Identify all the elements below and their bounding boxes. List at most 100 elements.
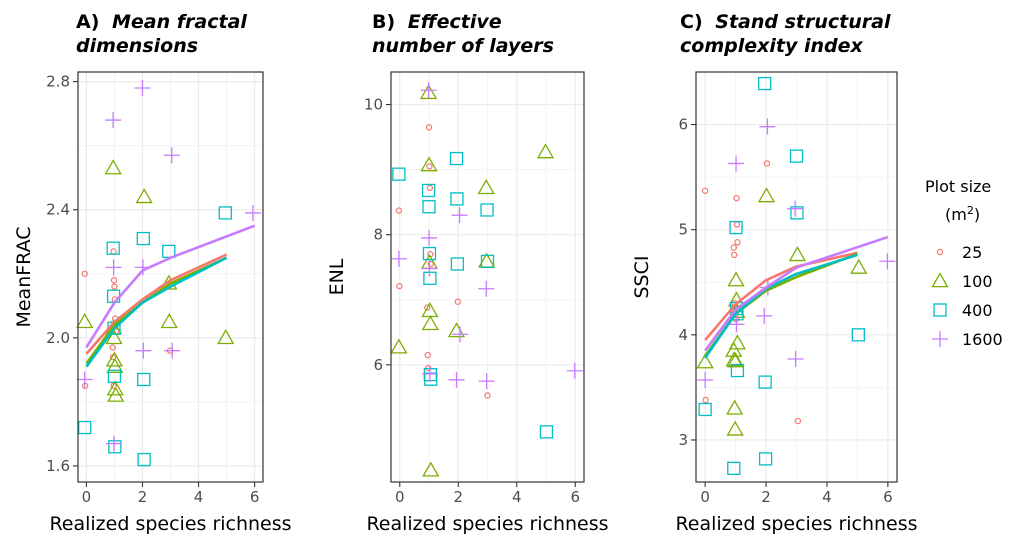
point-25 bbox=[426, 163, 433, 170]
point-1600 bbox=[787, 351, 804, 367]
point-400 bbox=[758, 452, 773, 466]
point-25 bbox=[484, 392, 491, 399]
legend-unit: (m2) bbox=[945, 204, 980, 224]
legend: Plot size (m2) 25 100 400 1600 bbox=[925, 177, 1003, 349]
point-400 bbox=[218, 206, 232, 220]
point-1600 bbox=[787, 200, 804, 217]
point-400 bbox=[392, 167, 406, 181]
point-400 bbox=[450, 257, 465, 271]
point-1600 bbox=[135, 342, 152, 359]
point-100 bbox=[727, 271, 745, 287]
point-25 bbox=[81, 270, 88, 277]
point-1600 bbox=[879, 253, 896, 270]
point-25 bbox=[733, 194, 740, 202]
x-tick-label: 4 bbox=[512, 488, 522, 506]
point-400 bbox=[106, 241, 120, 255]
y-tick-label: 6 bbox=[678, 116, 688, 134]
point-100 bbox=[726, 420, 744, 436]
panel-border bbox=[77, 71, 264, 483]
point-400 bbox=[137, 372, 151, 387]
legend-key-100 bbox=[931, 272, 949, 288]
point-1600 bbox=[478, 373, 495, 390]
fit-line-400 bbox=[704, 253, 858, 359]
point-100 bbox=[421, 315, 439, 331]
x-tick-label: 6 bbox=[883, 488, 893, 506]
point-25 bbox=[763, 160, 771, 167]
x-axis-label: Realized species richness bbox=[49, 513, 291, 535]
point-400 bbox=[851, 328, 865, 342]
panel-c-plot: 0 2 4 6 3 4 5 6 Realized species richness SSCI bbox=[631, 71, 918, 535]
panel-a-title: A) Mean fractal dimensions bbox=[76, 11, 254, 57]
point-1600 bbox=[756, 307, 773, 324]
point-25 bbox=[734, 239, 741, 246]
point-400 bbox=[480, 254, 495, 269]
point-1600 bbox=[478, 280, 495, 297]
y-axis-label: MeanFRAC bbox=[13, 226, 35, 327]
point-100 bbox=[725, 351, 743, 367]
point-1600 bbox=[105, 112, 122, 129]
point-400 bbox=[78, 420, 92, 435]
point-400 bbox=[539, 425, 554, 439]
point-400 bbox=[422, 246, 437, 261]
point-100 bbox=[757, 187, 776, 203]
point-1600 bbox=[163, 147, 180, 164]
point-100 bbox=[104, 159, 122, 175]
point-400 bbox=[421, 183, 436, 198]
point-100 bbox=[726, 399, 744, 415]
x-axis-label: Realized species richness bbox=[366, 513, 608, 535]
point-25 bbox=[110, 277, 118, 284]
y-tick-label: 5 bbox=[678, 221, 688, 239]
x-tick-label: 0 bbox=[700, 488, 710, 506]
point-25 bbox=[111, 283, 118, 290]
y-tick-label: 1.6 bbox=[46, 457, 70, 475]
point-25 bbox=[733, 221, 741, 228]
panel-a-plot: 0 2 4 6 1.6 2.0 2.4 2.8 Realized species richnes… bbox=[13, 71, 292, 535]
point-100 bbox=[788, 246, 807, 262]
point-1600 bbox=[728, 316, 745, 333]
legend-title: Plot size bbox=[925, 177, 991, 196]
y-axis-label: ENL bbox=[326, 258, 348, 295]
point-1600 bbox=[451, 207, 468, 224]
point-1600 bbox=[390, 250, 407, 267]
point-25 bbox=[454, 298, 462, 305]
point-1600 bbox=[164, 342, 181, 359]
point-100 bbox=[105, 329, 123, 345]
point-100 bbox=[217, 329, 235, 345]
point-100 bbox=[726, 352, 745, 368]
x-tick-label: 0 bbox=[82, 488, 92, 506]
point-1600 bbox=[448, 371, 465, 388]
point-400 bbox=[450, 192, 464, 206]
x-tick-label: 0 bbox=[395, 488, 405, 506]
y-tick-label: 2.8 bbox=[46, 73, 70, 91]
point-1600 bbox=[420, 82, 437, 99]
point-100 bbox=[135, 188, 153, 204]
y-tick-label: 2.0 bbox=[46, 329, 70, 347]
y-axis-label: SSCI bbox=[631, 256, 653, 299]
point-1600 bbox=[566, 362, 583, 379]
point-25 bbox=[427, 260, 434, 268]
point-400 bbox=[424, 372, 438, 386]
x-tick-label: 6 bbox=[570, 488, 580, 506]
point-25 bbox=[701, 187, 709, 194]
point-100 bbox=[421, 302, 439, 318]
point-25 bbox=[395, 207, 403, 214]
point-400 bbox=[480, 203, 494, 217]
point-25 bbox=[109, 344, 116, 351]
point-25 bbox=[702, 396, 709, 404]
point-100 bbox=[76, 313, 94, 329]
point-100 bbox=[390, 338, 408, 354]
point-400 bbox=[790, 206, 804, 220]
panel-c-title: C) Stand structural complexity index bbox=[680, 11, 897, 57]
point-400 bbox=[758, 76, 772, 91]
legend-label-25: 25 bbox=[962, 243, 982, 262]
point-400 bbox=[107, 369, 122, 383]
point-1600 bbox=[76, 371, 93, 388]
point-400 bbox=[108, 440, 122, 454]
point-25 bbox=[794, 417, 802, 425]
point-400 bbox=[137, 452, 151, 467]
legend-key-1600 bbox=[932, 331, 948, 347]
point-1600 bbox=[759, 118, 776, 135]
point-400 bbox=[730, 363, 745, 378]
point-1600 bbox=[452, 326, 469, 343]
